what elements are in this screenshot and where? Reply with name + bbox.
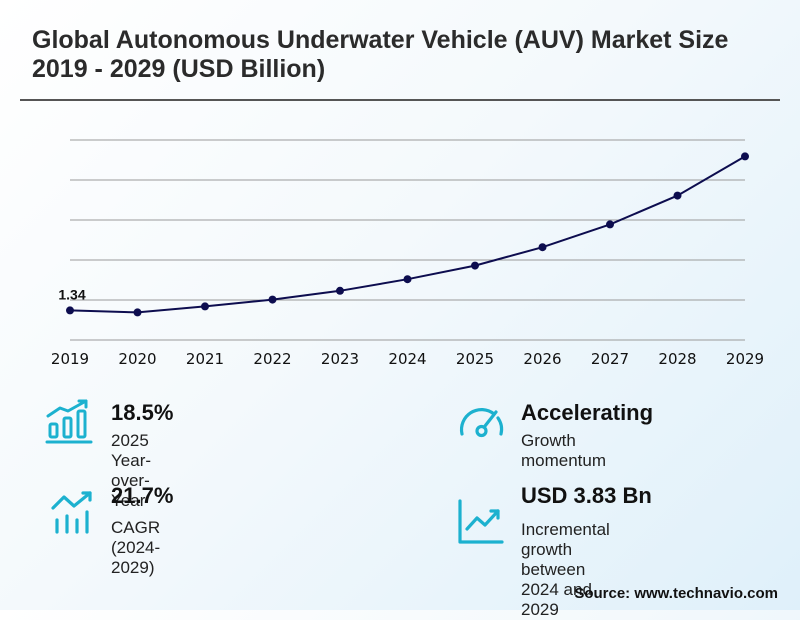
stat-value: USD 3.83 Bn [521, 483, 652, 508]
stat-description: Growth momentum [521, 431, 607, 470]
data-point [66, 306, 74, 315]
bar-trend-icon [51, 491, 92, 534]
data-point [133, 308, 142, 317]
x-tick-label: 2023 [321, 350, 359, 368]
data-point [673, 191, 682, 200]
stat-value: Accelerating [521, 400, 654, 425]
chart-title: Global Autonomous Underwater Vehicle (AU… [32, 26, 729, 83]
x-tick-label: 2019 [51, 350, 89, 368]
data-point [741, 152, 749, 161]
data-point [471, 261, 479, 270]
x-tick-label: 2024 [388, 350, 426, 368]
x-tick-label: 2027 [591, 350, 629, 368]
data-label: 1.34 [58, 286, 85, 302]
stat-description: 2025 Year-over-Year [111, 431, 152, 510]
line-chart-up-icon [458, 499, 504, 544]
speedometer-icon [459, 408, 504, 438]
source-credit: Source: www.technavio.com [574, 585, 778, 602]
stat-description: Incremental growth between 2024 and 2029 [521, 520, 610, 619]
data-point [336, 286, 344, 295]
stat-value: 21.7% [111, 483, 174, 508]
line-chart: 2019 2020 2021 2022 2023 2024 2025 2026 2027 2028… [51, 139, 764, 368]
data-point [403, 275, 412, 284]
title-divider [20, 99, 780, 101]
x-tick-label: 2022 [253, 350, 291, 368]
bar-growth-icon [45, 399, 93, 444]
stat-value: 18.5% [111, 400, 174, 425]
data-point [606, 220, 614, 229]
x-tick-label: 2025 [456, 350, 494, 368]
x-tick-label: 2021 [186, 350, 224, 368]
stat-description: CAGR (2024-2029) [111, 518, 161, 577]
x-tick-label: 2028 [658, 350, 696, 368]
x-tick-label: 2029 [726, 350, 764, 368]
x-tick-label: 2020 [118, 350, 156, 368]
x-tick-label: 2026 [523, 350, 561, 368]
data-point [268, 295, 277, 304]
data-point [201, 302, 209, 311]
data-point [538, 243, 547, 252]
